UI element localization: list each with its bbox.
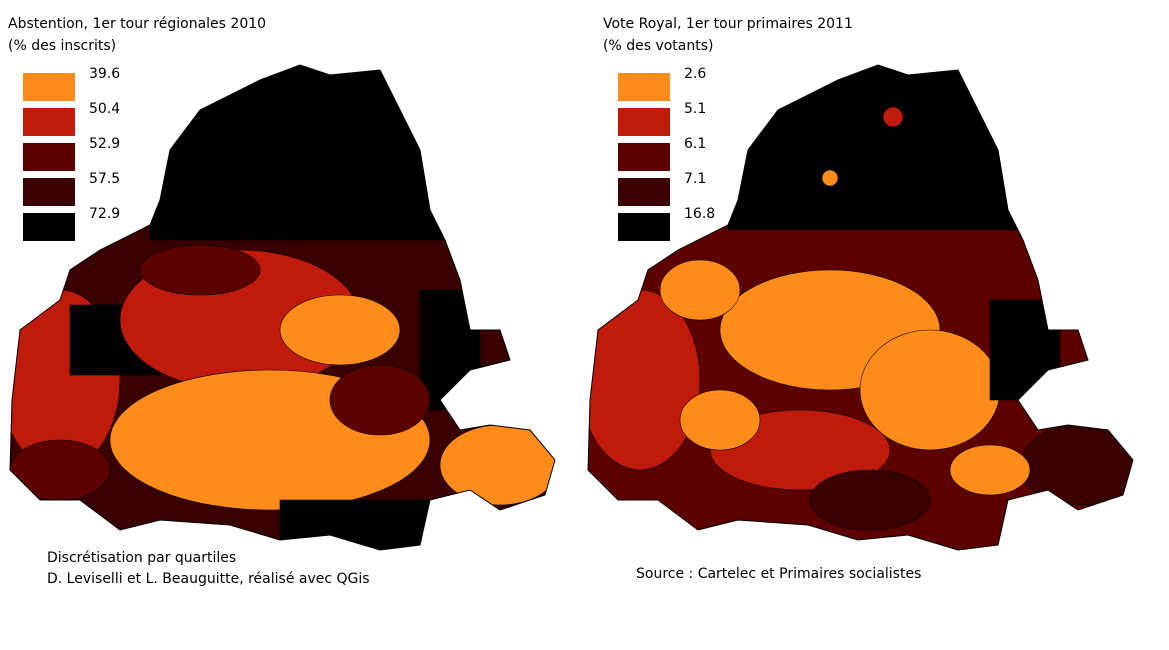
region xyxy=(679,389,761,451)
legend-label: 72.9 xyxy=(89,206,120,222)
map-subtitle: (% des inscrits) xyxy=(8,38,116,54)
region xyxy=(279,499,431,550)
legend-label: 2.6 xyxy=(684,66,706,82)
region xyxy=(329,364,431,436)
legend-swatch xyxy=(618,143,670,171)
legend-label: 39.6 xyxy=(89,66,120,82)
legend-swatch xyxy=(23,73,75,101)
legend-swatch xyxy=(23,178,75,206)
region xyxy=(149,65,471,241)
legend-swatch xyxy=(618,73,670,101)
region xyxy=(727,65,1049,231)
legend-label: 7.1 xyxy=(684,171,706,187)
region xyxy=(659,259,741,321)
legend-label: 5.1 xyxy=(684,101,706,117)
region xyxy=(821,169,839,187)
region xyxy=(809,469,931,531)
legend-swatch xyxy=(23,143,75,171)
legend-swatch xyxy=(23,213,75,241)
region xyxy=(139,244,261,296)
legend-label: 6.1 xyxy=(684,136,706,152)
map-left xyxy=(10,65,555,550)
legend-label: 52.9 xyxy=(89,136,120,152)
legend-swatch xyxy=(618,108,670,136)
legend-swatch xyxy=(23,108,75,136)
region xyxy=(949,444,1031,496)
map-subtitle: (% des votants) xyxy=(603,38,714,54)
region xyxy=(10,439,111,501)
legend-swatch xyxy=(618,178,670,206)
region xyxy=(882,106,904,128)
region xyxy=(989,299,1061,401)
region xyxy=(279,294,401,366)
map-title: Vote Royal, 1er tour primaires 2011 xyxy=(603,16,853,32)
legend-label: 16.8 xyxy=(684,206,715,222)
map-title: Abstention, 1er tour régionales 2010 xyxy=(8,16,266,32)
note: Discrétisation par quartiles xyxy=(47,550,236,566)
legend-label: 50.4 xyxy=(89,101,120,117)
legend-swatch xyxy=(618,213,670,241)
legend-label: 57.5 xyxy=(89,171,120,187)
note: Source : Cartelec et Primaires socialist… xyxy=(636,566,921,582)
note: D. Leviselli et L. Beauguitte, réalisé a… xyxy=(47,571,370,587)
